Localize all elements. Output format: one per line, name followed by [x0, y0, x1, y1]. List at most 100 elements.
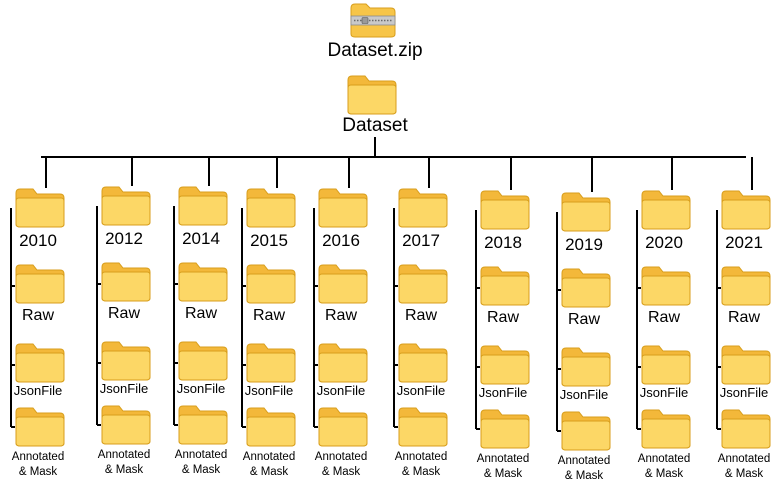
mask-line: & Mask — [724, 467, 764, 480]
raw-folder-icon-2010 — [15, 264, 65, 304]
year-folder-icon-2017 — [398, 188, 448, 228]
json-label-2015: JsonFile — [244, 383, 294, 398]
annotated-mask-label-2017: Annotated & Mask — [395, 450, 447, 480]
annotated-mask-label-2016: Annotated & Mask — [315, 450, 367, 480]
annotated-line: Annotated — [314, 451, 368, 463]
mask-line: & Mask — [483, 467, 523, 480]
annotated-line: Annotated — [11, 451, 65, 463]
raw-folder-icon-2015 — [246, 264, 296, 304]
year-folder-icon-2012 — [101, 186, 151, 226]
annotated-folder-icon-2012 — [101, 405, 151, 445]
mask-line: & Mask — [564, 469, 604, 482]
year-label-2014: 2014 — [182, 229, 220, 248]
raw-label-2016: Raw — [324, 307, 358, 324]
mask-line: & Mask — [249, 465, 289, 478]
annotated-folder-icon-2014 — [178, 405, 228, 445]
mask-line: & Mask — [644, 467, 684, 480]
json-folder-icon-2017 — [398, 343, 448, 383]
json-folder-icon-2020 — [641, 345, 691, 385]
raw-label-2010: Raw — [21, 307, 55, 324]
annotated-line: Annotated — [637, 453, 691, 465]
year-folder-icon-2020 — [641, 190, 691, 230]
year-label-2019: 2019 — [565, 235, 603, 254]
json-label-2010: JsonFile — [13, 383, 63, 398]
annotated-mask-label-2020: Annotated & Mask — [638, 452, 690, 482]
json-label-2017: JsonFile — [396, 383, 446, 398]
annotated-mask-label-2015: Annotated & Mask — [243, 450, 295, 480]
dataset-folder-icon — [347, 75, 397, 115]
json-label-2020: JsonFile — [639, 385, 689, 400]
year-label-2010: 2010 — [19, 231, 57, 250]
annotated-line: Annotated — [97, 449, 151, 461]
year-folder-icon-2016 — [318, 188, 368, 228]
raw-label-2020: Raw — [647, 309, 681, 326]
year-label-2017: 2017 — [402, 231, 440, 250]
annotated-folder-icon-2016 — [318, 407, 368, 447]
raw-folder-icon-2018 — [480, 266, 530, 306]
raw-folder-icon-2017 — [398, 264, 448, 304]
zip-file-label: Dataset.zip — [327, 40, 423, 61]
annotated-line: Annotated — [242, 451, 296, 463]
raw-folder-icon-2016 — [318, 264, 368, 304]
raw-label-2017: Raw — [404, 307, 438, 324]
raw-folder-icon-2020 — [641, 266, 691, 306]
json-label-2014: JsonFile — [176, 381, 226, 396]
json-folder-icon-2018 — [480, 345, 530, 385]
raw-folder-icon-2021 — [721, 266, 771, 306]
annotated-folder-icon-2017 — [398, 407, 448, 447]
raw-folder-icon-2014 — [178, 262, 228, 302]
year-label-2012: 2012 — [105, 229, 143, 248]
year-folder-icon-2014 — [178, 186, 228, 226]
raw-folder-icon-2012 — [101, 262, 151, 302]
annotated-folder-icon-2015 — [246, 407, 296, 447]
year-folder-icon-2019 — [561, 192, 611, 232]
annotated-mask-label-2010: Annotated & Mask — [12, 450, 64, 480]
annotated-line: Annotated — [717, 453, 771, 465]
annotated-folder-icon-2010 — [15, 407, 65, 447]
json-folder-icon-2021 — [721, 345, 771, 385]
raw-label-2018: Raw — [486, 309, 520, 326]
annotated-folder-icon-2021 — [721, 409, 771, 449]
annotated-line: Annotated — [174, 449, 228, 461]
annotated-mask-label-2021: Annotated & Mask — [718, 452, 770, 482]
year-folder-icon-2015 — [246, 188, 296, 228]
raw-label-2015: Raw — [252, 307, 286, 324]
json-label-2016: JsonFile — [316, 383, 366, 398]
json-folder-icon-2016 — [318, 343, 368, 383]
json-folder-icon-2010 — [15, 343, 65, 383]
year-label-2018: 2018 — [484, 233, 522, 252]
annotated-folder-icon-2018 — [480, 409, 530, 449]
annotated-line: Annotated — [476, 453, 530, 465]
mask-line: & Mask — [401, 465, 441, 478]
json-label-2018: JsonFile — [478, 385, 528, 400]
year-label-2016: 2016 — [322, 231, 360, 250]
json-folder-icon-2014 — [178, 341, 228, 381]
year-folder-icon-2018 — [480, 190, 530, 230]
annotated-mask-label-2012: Annotated & Mask — [98, 448, 150, 478]
annotated-mask-label-2014: Annotated & Mask — [175, 448, 227, 478]
json-label-2021: JsonFile — [719, 385, 769, 400]
annotated-mask-label-2019: Annotated & Mask — [558, 454, 610, 484]
json-folder-icon-2015 — [246, 343, 296, 383]
mask-line: & Mask — [181, 463, 221, 476]
json-label-2012: JsonFile — [99, 381, 149, 396]
raw-label-2019: Raw — [567, 311, 601, 328]
year-label-2015: 2015 — [250, 231, 288, 250]
year-label-2020: 2020 — [645, 233, 683, 252]
json-label-2019: JsonFile — [559, 387, 609, 402]
year-label-2021: 2021 — [725, 233, 763, 252]
raw-label-2021: Raw — [727, 309, 761, 326]
zip-archive-icon — [350, 2, 396, 38]
raw-label-2014: Raw — [184, 305, 218, 322]
annotated-line: Annotated — [557, 455, 611, 467]
json-folder-icon-2012 — [101, 341, 151, 381]
raw-folder-icon-2019 — [561, 268, 611, 308]
year-folder-icon-2021 — [721, 190, 771, 230]
mask-line: & Mask — [18, 465, 58, 478]
annotated-mask-label-2018: Annotated & Mask — [477, 452, 529, 482]
annotated-line: Annotated — [394, 451, 448, 463]
dataset-folder-label: Dataset — [342, 115, 408, 136]
year-folder-icon-2010 — [15, 188, 65, 228]
